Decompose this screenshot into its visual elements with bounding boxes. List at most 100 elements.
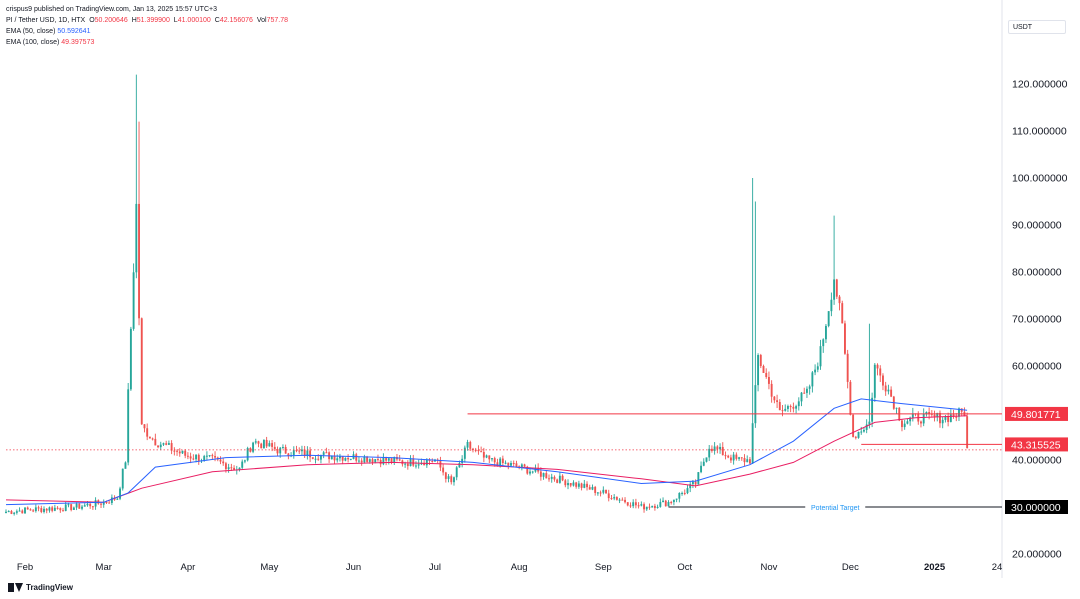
candle-body <box>271 443 274 447</box>
ema100-legend: EMA (100, close) 49.397573 <box>6 39 95 46</box>
candle-body <box>822 339 825 347</box>
candle-body <box>491 458 493 460</box>
candle-body <box>482 451 485 458</box>
candle-body <box>716 446 719 450</box>
resistance-price-label: 49.801771 <box>1011 409 1061 421</box>
candle-body <box>645 506 648 510</box>
candle-body <box>138 203 140 319</box>
candle-body <box>195 454 198 460</box>
candle-body <box>624 499 626 503</box>
y-tick-label: 120.000000 <box>1012 79 1068 91</box>
candle-body <box>390 458 393 463</box>
candle-body <box>759 355 762 367</box>
volume-value: 757.78 <box>266 17 289 24</box>
candle-body <box>827 311 830 326</box>
x-tick-label: Nov <box>760 562 777 573</box>
candle-body <box>249 448 252 452</box>
candle-body <box>575 482 578 487</box>
candle-body <box>417 464 420 466</box>
candle-body <box>561 475 564 481</box>
candle-body <box>379 460 382 465</box>
candle-body <box>135 203 138 273</box>
candle-body <box>406 463 409 467</box>
candle-body <box>262 439 265 449</box>
candle-body <box>170 443 173 451</box>
open-value: 50.200646 <box>94 17 128 24</box>
x-tick-label: Dec <box>842 562 859 573</box>
candle-body <box>51 507 54 511</box>
candle-body <box>795 406 798 409</box>
candle-body <box>100 503 102 505</box>
candle-body <box>493 458 496 463</box>
candle-body <box>882 375 884 386</box>
candle-body <box>91 506 94 508</box>
candle-body <box>450 476 453 483</box>
candle-body <box>797 401 800 407</box>
candle-body <box>860 431 863 433</box>
candle-body <box>746 459 749 463</box>
candle-body <box>784 408 787 411</box>
candle-body <box>59 508 62 511</box>
tradingview-brand: TradingView <box>26 583 73 592</box>
candle-body <box>553 476 556 480</box>
candle-body <box>56 507 59 509</box>
candle-body <box>70 504 73 510</box>
candle-body <box>819 346 822 367</box>
currency-unit-button[interactable]: USDT <box>1008 20 1066 34</box>
candle-body <box>727 455 730 458</box>
candle-body <box>75 503 78 508</box>
candle-body <box>121 468 124 489</box>
candle-body <box>453 477 455 483</box>
candle-body <box>567 483 569 486</box>
candle-body <box>246 448 249 461</box>
candle-body <box>211 455 214 457</box>
candle-body <box>656 506 659 509</box>
y-tick-label: 80.000000 <box>1012 267 1062 279</box>
candle-body <box>7 511 10 513</box>
candle-body <box>162 443 165 445</box>
candle-body <box>724 455 727 457</box>
candle-body <box>678 492 681 499</box>
candle-body <box>151 438 154 440</box>
candle-body <box>941 419 944 424</box>
candle-body <box>214 455 217 458</box>
candle-body <box>738 457 741 459</box>
candle-body <box>854 436 857 438</box>
high-value: 51.399900 <box>136 17 170 24</box>
candle-body <box>268 443 271 447</box>
x-tick-label: Aug <box>511 562 528 573</box>
candle-body <box>48 507 51 511</box>
candle-body <box>523 464 526 467</box>
candle-body <box>374 459 377 463</box>
candle-body <box>637 505 640 507</box>
ema100-value: 49.397573 <box>61 39 95 46</box>
candle-body <box>29 509 32 511</box>
candle-body <box>488 455 491 460</box>
candle-body <box>805 388 808 393</box>
candle-body <box>477 449 480 452</box>
symbol-line: PI / Tether USD, 1D, HTX O50.200646 H51.… <box>6 17 289 24</box>
candle-body <box>108 502 111 504</box>
candle-body <box>928 412 931 414</box>
x-tick-label: 24 <box>992 562 1003 573</box>
candle-body <box>610 498 613 500</box>
candle-body <box>447 476 450 479</box>
candle-body <box>925 412 928 414</box>
candle-body <box>863 429 865 432</box>
candle-body <box>45 508 48 511</box>
candle-body <box>64 504 67 511</box>
candle-body <box>653 505 656 509</box>
candle-body <box>496 462 499 467</box>
candle-body <box>311 457 314 459</box>
candle-body <box>577 483 580 487</box>
candle-body <box>814 369 817 373</box>
candle-body <box>43 508 45 512</box>
candle-body <box>776 400 779 403</box>
x-tick-label: Mar <box>96 562 112 573</box>
candle-body <box>241 461 244 468</box>
candle-body <box>309 450 312 458</box>
candle-body <box>531 471 534 473</box>
candle-body <box>936 412 939 417</box>
x-tick-label: Feb <box>17 562 33 573</box>
